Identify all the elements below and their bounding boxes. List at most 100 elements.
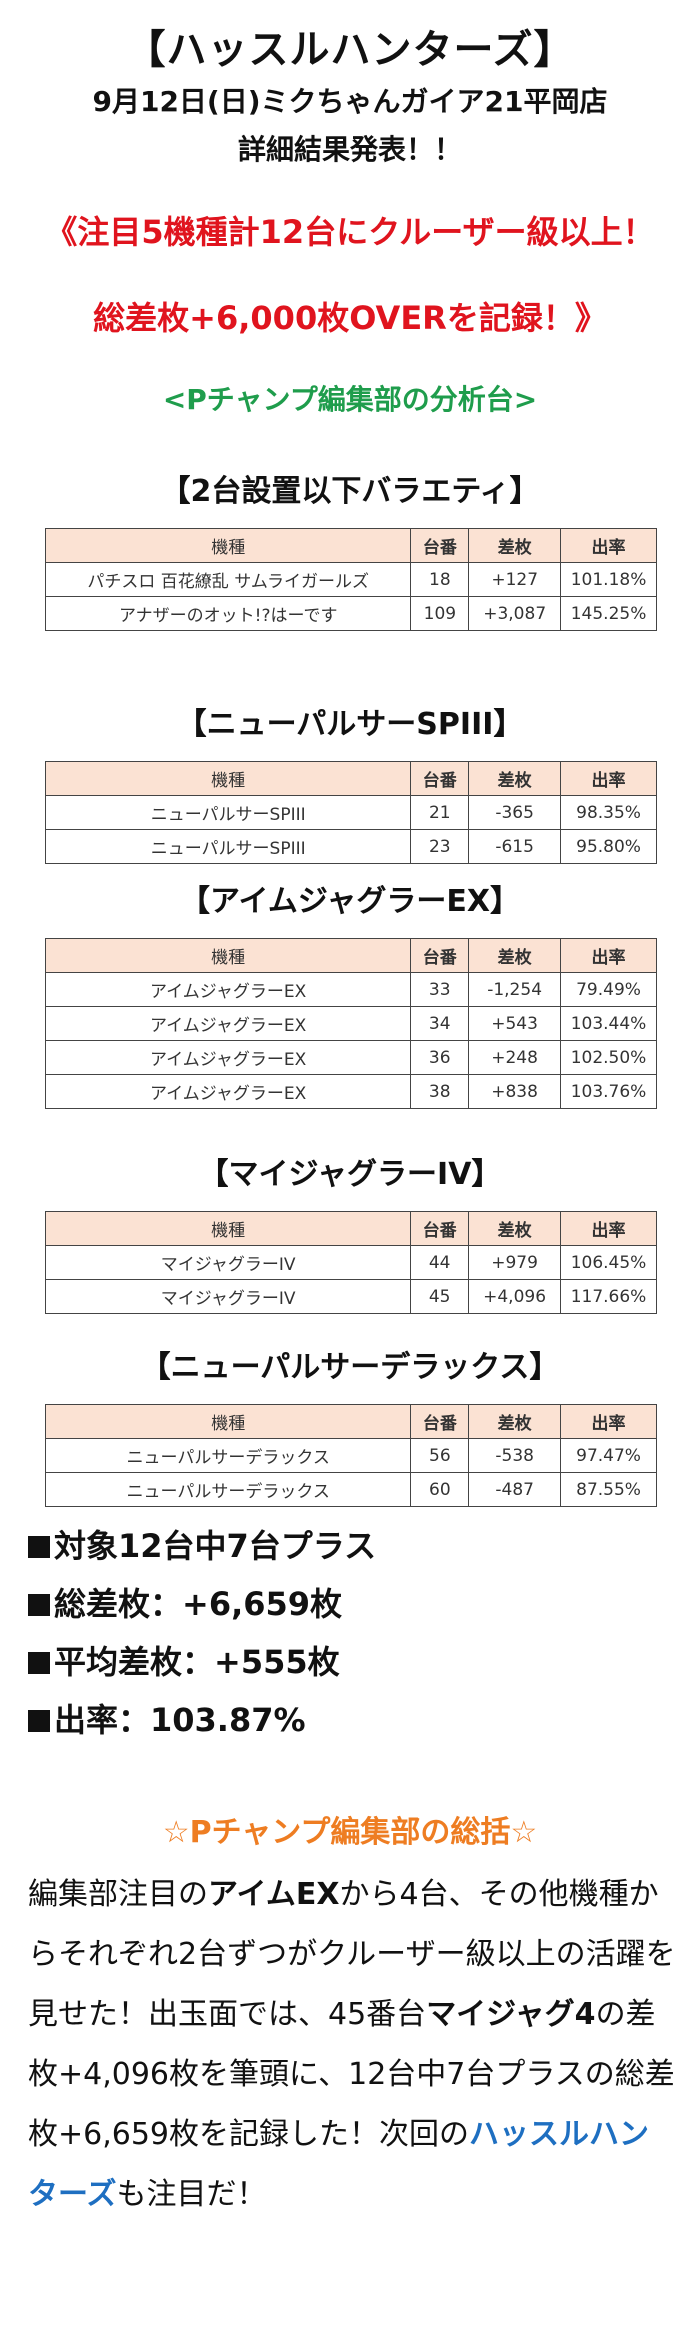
header-rate: 出率 xyxy=(560,528,657,563)
results-table-newpulsar-dx: 機種 台番 差枚 出率 ニューパルサーデラックス 56 -538 97.47% … xyxy=(44,1404,657,1507)
header-number: 台番 xyxy=(410,938,470,973)
cell-number: 36 xyxy=(410,1040,470,1075)
square-bullet-icon xyxy=(28,1594,50,1616)
cell-diff: +979 xyxy=(468,1245,562,1280)
table-header-row: 機種 台番 差枚 出率 xyxy=(44,761,657,796)
cell-diff: +4,096 xyxy=(468,1279,562,1314)
highlight-imjuggler: アイムEX xyxy=(208,1877,340,1912)
table-row: マイジャグラーIV 45 +4,096 117.66% xyxy=(44,1279,657,1314)
cell-machine: ニューパルサーSPIII xyxy=(44,829,412,864)
cell-rate: 97.47% xyxy=(560,1438,657,1473)
cell-number: 23 xyxy=(410,829,470,864)
cell-rate: 101.18% xyxy=(560,562,657,597)
cell-rate: 87.55% xyxy=(560,1472,657,1507)
header-number: 台番 xyxy=(410,761,470,796)
square-bullet-icon xyxy=(28,1710,50,1732)
header-diff: 差枚 xyxy=(468,1211,562,1246)
header-machine: 機種 xyxy=(44,1211,412,1246)
header-diff: 差枚 xyxy=(468,528,562,563)
table-row: パチスロ 百花繚乱 サムライガールズ 18 +127 101.18% xyxy=(44,562,657,597)
table-row: ニューパルサーデラックス 56 -538 97.47% xyxy=(44,1438,657,1473)
cell-rate: 117.66% xyxy=(560,1279,657,1314)
table-row: ニューパルサーデラックス 60 -487 87.55% xyxy=(44,1472,657,1507)
header-number: 台番 xyxy=(410,1404,470,1439)
cell-diff: +838 xyxy=(468,1074,562,1109)
closing-title: ☆Pチャンプ編集部の総括☆ xyxy=(162,1815,538,1850)
summary-total-diff: 総差枚：+6,659枚 xyxy=(28,1575,700,1633)
summary-plus-count: 対象12台中7台プラス xyxy=(28,1517,700,1575)
cell-number: 21 xyxy=(410,795,470,830)
header-diff: 差枚 xyxy=(468,938,562,973)
cell-rate: 79.49% xyxy=(560,972,657,1007)
cell-rate: 98.35% xyxy=(560,795,657,830)
cell-diff: +543 xyxy=(468,1006,562,1041)
table-row: マイジャグラーIV 44 +979 106.45% xyxy=(44,1245,657,1280)
section-title-newpulsar-sp3: 【ニューパルサーSPIII】 xyxy=(176,707,524,742)
results-table-imjuggler-ex: 機種 台番 差枚 出率 アイムジャグラーEX 33 -1,254 79.49% … xyxy=(44,938,657,1109)
section-title-myjuggler-4: 【マイジャグラーIV】 xyxy=(198,1157,502,1192)
cell-number: 34 xyxy=(410,1006,470,1041)
page-title: 【ハッスルハンターズ】 xyxy=(125,27,575,73)
header-rate: 出率 xyxy=(560,938,657,973)
section-title-variety: 【2台設置以下バラエティ】 xyxy=(160,474,540,509)
event-line: 9月12日(日)ミクちゃんガイア21平岡店 xyxy=(92,85,608,118)
cell-diff: -538 xyxy=(468,1438,562,1473)
section-title-newpulsar-dx: 【ニューパルサーデラックス】 xyxy=(140,1350,560,1385)
cell-rate: 103.44% xyxy=(560,1006,657,1041)
table-header-row: 機種 台番 差枚 出率 xyxy=(44,528,657,563)
cell-machine: ニューパルサーSPIII xyxy=(44,795,412,830)
square-bullet-icon xyxy=(28,1536,50,1558)
cell-number: 44 xyxy=(410,1245,470,1280)
cell-number: 60 xyxy=(410,1472,470,1507)
cell-diff: +3,087 xyxy=(468,596,562,631)
header-rate: 出率 xyxy=(560,761,657,796)
header-number: 台番 xyxy=(410,1211,470,1246)
table-row: アイムジャグラーEX 34 +543 103.44% xyxy=(44,1006,657,1041)
cell-machine: アイムジャグラーEX xyxy=(44,972,412,1007)
table-row: ニューパルサーSPIII 23 -615 95.80% xyxy=(44,829,657,864)
table-row: ニューパルサーSPIII 21 -365 98.35% xyxy=(44,795,657,830)
table-row: アイムジャグラーEX 36 +248 102.50% xyxy=(44,1040,657,1075)
cell-machine: アナザーのオット!?はーです xyxy=(44,596,412,631)
headline-line-1: 《注目5機種計12台にクルーザー級以上！ xyxy=(45,213,655,251)
cell-number: 38 xyxy=(410,1074,470,1109)
analysis-title: <Pチャンプ編集部の分析台> xyxy=(162,383,538,416)
announcement-line: 詳細結果発表！！ xyxy=(237,133,462,166)
hustle-hunters-link[interactable]: ハッスルハンターズ xyxy=(28,2117,650,2212)
summary-block: 対象12台中7台プラス 総差枚：+6,659枚 平均差枚：+555枚 出率：10… xyxy=(0,1517,700,1749)
cell-rate: 102.50% xyxy=(560,1040,657,1075)
cell-machine: マイジャグラーIV xyxy=(44,1279,412,1314)
cell-machine: アイムジャグラーEX xyxy=(44,1074,412,1109)
cell-diff: -487 xyxy=(468,1472,562,1507)
cell-diff: -365 xyxy=(468,795,562,830)
table-row: アイムジャグラーEX 38 +838 103.76% xyxy=(44,1074,657,1109)
table-row: アナザーのオット!?はーです 109 +3,087 145.25% xyxy=(44,596,657,631)
square-bullet-icon xyxy=(28,1652,50,1674)
cell-machine: パチスロ 百花繚乱 サムライガールズ xyxy=(44,562,412,597)
cell-diff: +248 xyxy=(468,1040,562,1075)
header-diff: 差枚 xyxy=(468,761,562,796)
headline-line-2: 総差枚+6,000枚OVERを記録！》 xyxy=(93,299,607,337)
header-machine: 機種 xyxy=(44,528,412,563)
table-header-row: 機種 台番 差枚 出率 xyxy=(44,938,657,973)
results-table-myjuggler-4: 機種 台番 差枚 出率 マイジャグラーIV 44 +979 106.45% マイ… xyxy=(44,1211,657,1314)
section-title-imjuggler-ex: 【アイムジャグラーEX】 xyxy=(179,884,521,919)
closing-paragraph: 編集部注目のアイムEXから4台、その他機種からそれぞれ2台ずつがクルーザー級以上… xyxy=(28,1877,676,2212)
table-row: アイムジャグラーEX 33 -1,254 79.49% xyxy=(44,972,657,1007)
cell-rate: 95.80% xyxy=(560,829,657,864)
cell-machine: アイムジャグラーEX xyxy=(44,1040,412,1075)
cell-machine: マイジャグラーIV xyxy=(44,1245,412,1280)
cell-rate: 106.45% xyxy=(560,1245,657,1280)
header-machine: 機種 xyxy=(44,938,412,973)
table-header-row: 機種 台番 差枚 出率 xyxy=(44,1211,657,1246)
cell-machine: アイムジャグラーEX xyxy=(44,1006,412,1041)
summary-average-diff: 平均差枚：+555枚 xyxy=(28,1633,700,1691)
cell-diff: -615 xyxy=(468,829,562,864)
cell-number: 33 xyxy=(410,972,470,1007)
cell-number: 109 xyxy=(410,596,470,631)
header-rate: 出率 xyxy=(560,1404,657,1439)
results-table-variety: 機種 台番 差枚 出率 パチスロ 百花繚乱 サムライガールズ 18 +127 1… xyxy=(44,528,657,631)
cell-rate: 145.25% xyxy=(560,596,657,631)
header-number: 台番 xyxy=(410,528,470,563)
cell-number: 45 xyxy=(410,1279,470,1314)
